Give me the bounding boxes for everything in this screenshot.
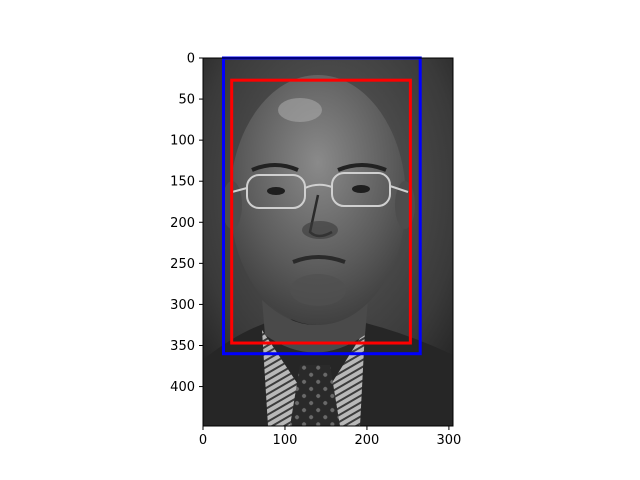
y-tick-label: 350 — [170, 339, 195, 354]
bounding-box-2 — [230, 78, 412, 345]
y-tick-label: 150 — [170, 175, 195, 190]
y-tick-label: 50 — [178, 93, 195, 108]
y-tick-label: 300 — [170, 298, 195, 313]
x-tick-label: 0 — [199, 433, 207, 448]
y-tick-label: 250 — [170, 257, 195, 272]
y-tick-label: 100 — [170, 134, 195, 149]
axes-frame — [202, 57, 454, 427]
x-tick-label: 200 — [355, 433, 380, 448]
portrait-photo — [203, 58, 453, 426]
y-tick-label: 400 — [170, 380, 195, 395]
axes: 0 100 200 300 0 50 100 150 200 250 300 350 400 — [170, 52, 461, 449]
y-tick-label: 0 — [187, 52, 195, 67]
x-tick-label: 100 — [273, 433, 298, 448]
x-tick-label: 300 — [436, 433, 461, 448]
y-tick-label: 200 — [170, 216, 195, 231]
